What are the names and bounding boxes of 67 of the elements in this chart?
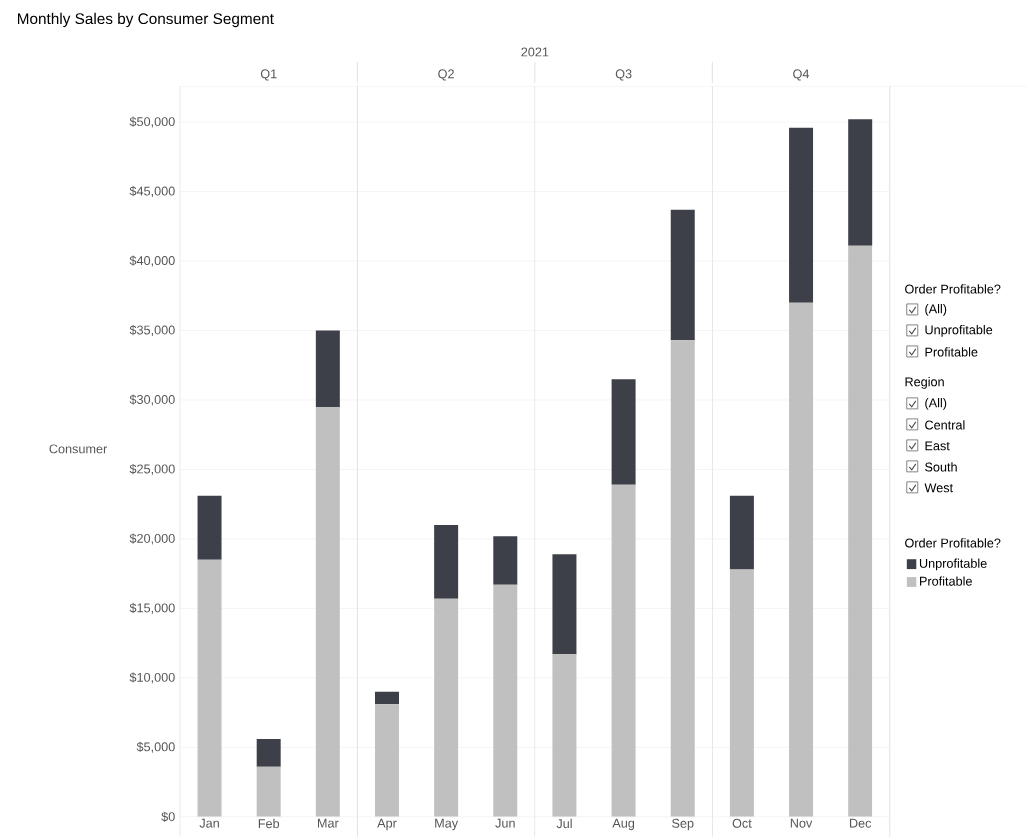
bar — [315, 406, 340, 817]
y-tick-label: $40,000 — [129, 255, 175, 267]
x-tick-label: Feb — [258, 818, 280, 829]
y-tick-label: $50,000 — [129, 116, 175, 128]
text: (All) — [925, 304, 947, 316]
bar — [434, 525, 459, 599]
text: East — [925, 441, 950, 451]
bar — [552, 654, 577, 817]
bar — [789, 302, 814, 817]
legend-label: Profitable — [920, 576, 972, 586]
legend-title: Order Profitable? — [905, 538, 1001, 548]
x-tick-label: Aug — [612, 818, 635, 831]
x-tick-label: Mar — [317, 818, 339, 828]
text: South — [925, 462, 957, 472]
y-tick-label: $0 — [161, 811, 175, 822]
text: Unprofitable — [925, 324, 993, 337]
text: Q3 — [615, 69, 632, 81]
x-tick-label: Jul — [556, 818, 572, 829]
text: West — [924, 483, 953, 493]
bar — [729, 495, 754, 570]
legend-label: Unprofitable — [919, 558, 987, 571]
bar — [729, 569, 754, 817]
y-tick-label: $45,000 — [129, 186, 175, 198]
y-tick-label: $30,000 — [129, 394, 175, 406]
x-tick-label: Jan — [199, 818, 219, 828]
bar — [315, 330, 340, 407]
text: Region — [905, 376, 944, 389]
bar — [611, 379, 636, 485]
x-tick-label: Nov — [790, 818, 813, 828]
text: 2021 — [521, 47, 549, 57]
x-tick-label: May — [435, 818, 459, 831]
bar — [374, 691, 399, 705]
bar — [256, 738, 281, 767]
bar — [670, 209, 695, 341]
bar — [434, 598, 459, 817]
y-axis-title: Consumer — [49, 444, 108, 454]
bar — [789, 127, 814, 303]
y-tick-label: $35,000 — [129, 324, 175, 336]
x-tick-label: Apr — [377, 818, 397, 831]
x-tick-label: Jun — [495, 818, 515, 828]
bar — [552, 554, 577, 655]
y-tick-label: $5,000 — [136, 741, 175, 753]
bar — [848, 119, 873, 246]
x-tick-label: Oct — [732, 818, 752, 828]
text: Profitable — [925, 347, 978, 357]
bar — [670, 340, 695, 817]
y-tick-label: $25,000 — [129, 463, 175, 475]
bar — [256, 766, 281, 817]
bar — [493, 584, 518, 817]
x-tick-label: Dec — [849, 818, 872, 828]
y-tick-label: $10,000 — [129, 672, 175, 684]
bar — [197, 559, 222, 817]
bar — [374, 704, 399, 817]
text: Central — [925, 420, 965, 430]
y-tick-label: $20,000 — [129, 533, 175, 545]
x-tick-label: Sep — [672, 818, 694, 831]
text: Order Profitable? — [905, 284, 1001, 294]
text: Q4 — [793, 69, 810, 81]
bar — [848, 245, 873, 817]
text: Q1 — [260, 69, 277, 81]
bar — [611, 484, 636, 817]
y-tick-label: $15,000 — [129, 602, 175, 614]
chart-title: Monthly Sales by Consumer Segment — [17, 12, 274, 28]
text: Q2 — [438, 69, 454, 81]
text: (All) — [925, 397, 947, 410]
bar — [197, 495, 222, 560]
bar — [493, 536, 518, 585]
